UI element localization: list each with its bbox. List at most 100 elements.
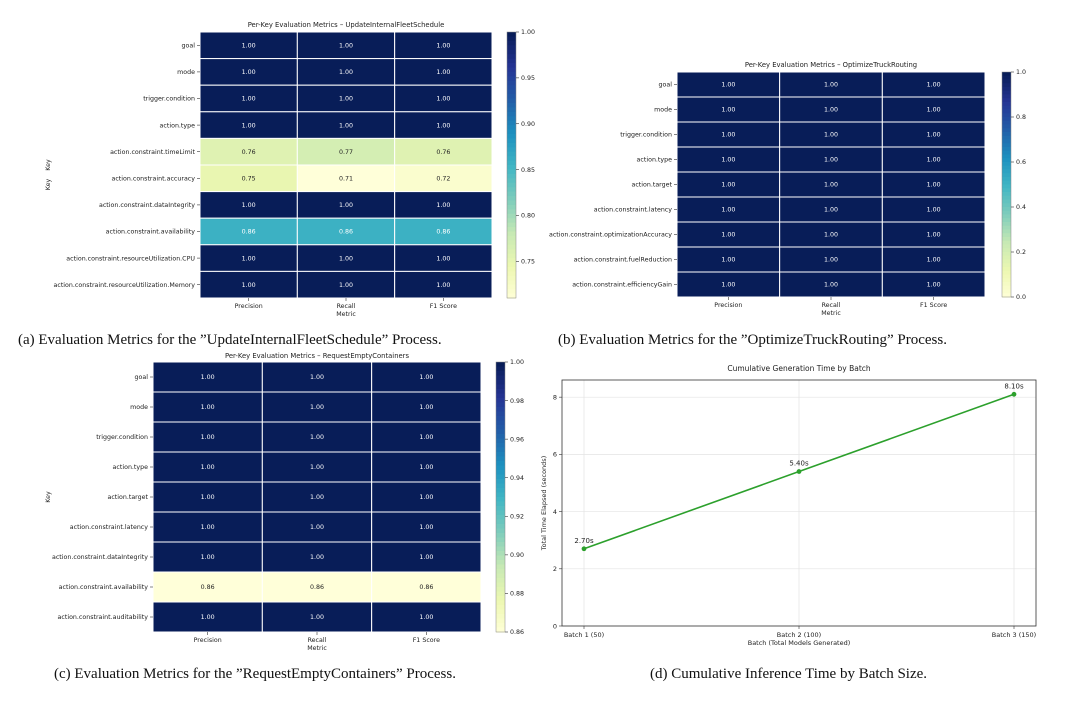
cell-value-label: 1.00	[436, 255, 450, 262]
colorbar-segment	[1002, 75, 1011, 81]
heatmap-cell	[676, 96, 781, 123]
colorbar-segment	[1002, 117, 1011, 122]
colorbar-segment	[1002, 120, 1011, 126]
colorbar-segment	[1002, 102, 1011, 107]
x-tick-label: Batch 1 (50)	[564, 631, 604, 639]
y-tick-label: action.constraint.efficiencyGain	[572, 282, 672, 289]
y-tick-label: trigger.condition	[143, 96, 195, 103]
cell-value-label: 0.72	[436, 176, 450, 183]
cell-value-label: 1.00	[927, 207, 941, 214]
y-tick-label: 8	[553, 393, 557, 401]
x-tick-label: F1 Score	[920, 302, 947, 309]
colorbar-segment	[1002, 255, 1011, 261]
colorbar-segment	[507, 98, 516, 104]
colorbar-segment	[496, 515, 505, 521]
y-tick-label: action.constraint.resourceUtilization.Me…	[54, 282, 196, 289]
cell-value-label: 1.00	[310, 524, 324, 531]
colorbar-segment	[496, 474, 505, 480]
heatmap-cell	[676, 246, 781, 273]
heatmap-cell	[261, 511, 373, 543]
y-tick-label: 2	[553, 565, 557, 573]
heatmap-cell	[371, 511, 482, 543]
colorbar-segment	[1002, 173, 1011, 178]
colorbar-tick-label: 0.92	[510, 513, 524, 520]
heatmap-cell	[676, 196, 781, 223]
colorbar-segment	[507, 63, 516, 69]
chart-title: Cumulative Generation Time by Batch	[727, 364, 871, 373]
line-chart-d: Cumulative Generation Time by Batch 0 2 4 6 8…	[540, 364, 1037, 647]
colorbar-segment	[1002, 109, 1011, 114]
colorbar-segment	[496, 452, 505, 458]
colorbar-segment	[1002, 158, 1011, 163]
x-axis-label: Metric	[821, 310, 841, 317]
colorbar-tick-label: 0.95	[521, 75, 535, 82]
colorbar-segment	[507, 156, 516, 162]
heatmap-cell	[676, 221, 781, 248]
colorbar-segment	[507, 280, 516, 286]
cell-value-label: 1.00	[310, 464, 324, 471]
y-tick-label: action.constraint.latency	[70, 524, 149, 531]
colorbar-segment	[1002, 252, 1011, 257]
cell-value-label: 0.71	[339, 176, 353, 183]
chart-title: Per-Key Evaluation Metrics – RequestEmpt…	[225, 352, 409, 360]
colorbar-segment	[1002, 233, 1011, 238]
colorbar-segment	[1002, 90, 1011, 96]
y-tick-label: action.constraint.latency	[594, 207, 673, 214]
y-tick-label: trigger.condition	[620, 132, 672, 139]
y-tick-label: action.type	[160, 122, 196, 129]
colorbar-segment	[1002, 248, 1011, 253]
colorbar-tick-label: 0.0	[1016, 294, 1026, 301]
colorbar-segment	[1002, 79, 1011, 84]
heatmap-cell	[199, 164, 298, 193]
colorbar-tick-label: 0.2	[1016, 249, 1026, 256]
colorbar-segment	[496, 461, 505, 467]
colorbar-segment	[1002, 188, 1011, 193]
colorbar-segment	[496, 497, 505, 503]
heatmap-cell	[881, 146, 986, 173]
colorbar-segment	[1002, 94, 1011, 99]
colorbar-segment	[507, 293, 516, 299]
y-tick-label: 6	[553, 451, 557, 459]
colorbar-segment	[507, 191, 516, 197]
heatmap-cell	[676, 146, 781, 173]
cell-value-label: 1.00	[201, 464, 215, 471]
colorbar-segment	[507, 138, 516, 144]
cell-value-label: 1.00	[436, 69, 450, 76]
cell-value-label: 1.00	[824, 182, 838, 189]
colorbar-segment	[1002, 285, 1011, 291]
y-tick-label: action.constraint.optimizationAccuracy	[549, 232, 672, 239]
colorbar-segment	[507, 271, 516, 277]
caption-c: (c) Evaluation Metrics for the ”RequestE…	[54, 666, 456, 682]
colorbar-segment	[507, 187, 516, 193]
cell-value-label: 1.00	[242, 69, 256, 76]
colorbar-segment	[1002, 87, 1011, 92]
colorbar-segment	[496, 393, 505, 399]
colorbar-segment	[507, 231, 516, 237]
heatmap-c: Per-Key Evaluation Metrics – RequestEmpt…	[45, 352, 524, 652]
cell-value-label: 1.00	[339, 255, 353, 262]
heatmap-cell	[779, 96, 883, 123]
heatmap-cell	[296, 217, 396, 246]
y-tick-label: trigger.condition	[96, 434, 148, 441]
colorbar-segment	[496, 375, 505, 381]
colorbar-segment	[496, 591, 505, 597]
colorbar-segment	[1002, 278, 1011, 283]
colorbar-segment	[507, 266, 516, 272]
colorbar-segment	[1002, 195, 1011, 201]
colorbar-segment	[507, 49, 516, 55]
y-tick-label: action.type	[113, 464, 149, 471]
colorbar-tick-label: 0.85	[521, 167, 535, 174]
cell-value-label: 1.00	[824, 282, 838, 289]
colorbar-tick-label: 0.4	[1016, 204, 1026, 211]
colorbar-segment	[507, 102, 516, 108]
colorbar-segment	[1002, 128, 1011, 133]
colorbar-tick-label: 0.80	[521, 213, 535, 220]
cell-value-label: 1.00	[436, 43, 450, 50]
heatmap-cell	[881, 196, 986, 223]
colorbar-segment	[507, 235, 516, 241]
colorbar-segment	[507, 45, 516, 51]
colorbar-segment	[1002, 293, 1011, 298]
cell-value-label: 1.00	[436, 282, 450, 289]
colorbar-segment	[496, 389, 505, 395]
cell-value-label: 1.00	[339, 69, 353, 76]
